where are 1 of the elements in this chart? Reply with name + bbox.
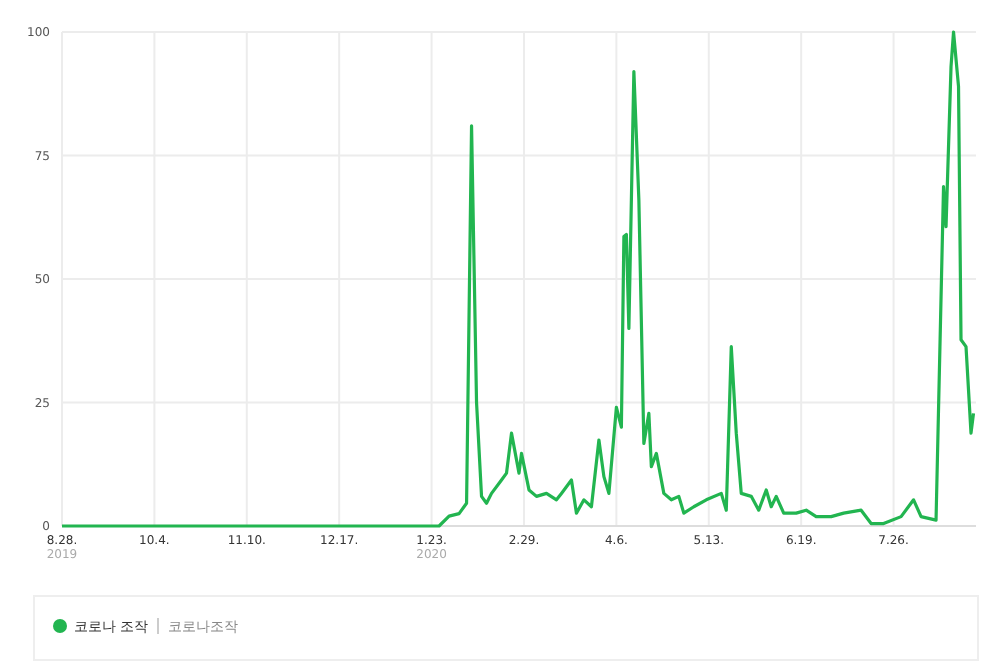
line-series [60,30,976,528]
